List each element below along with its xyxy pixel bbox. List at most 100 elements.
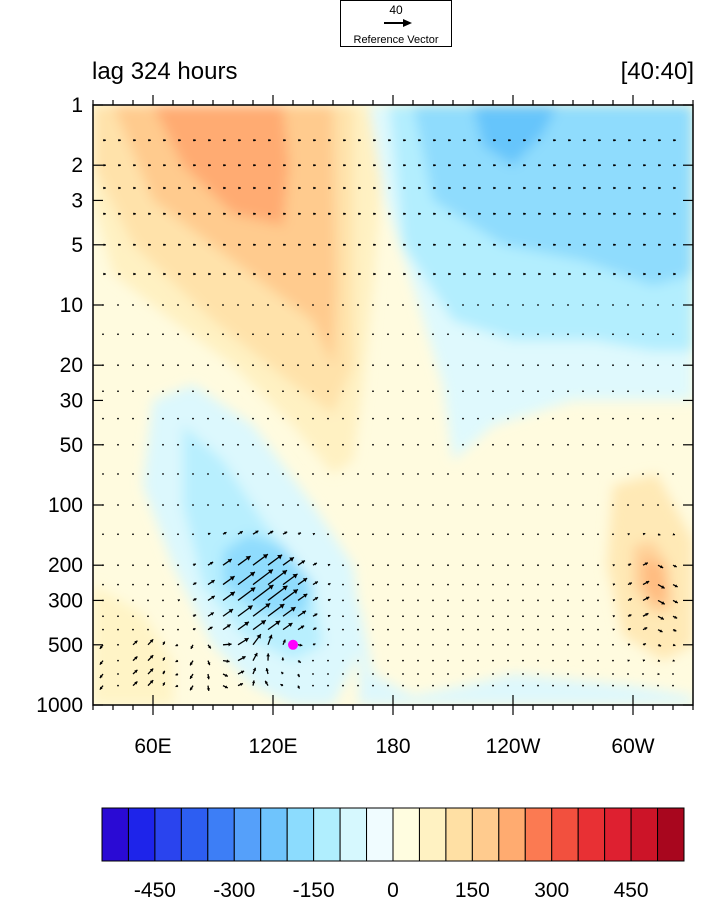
vector-arrow-710 xyxy=(222,608,234,617)
vector-arrow-591 xyxy=(192,563,197,567)
vector-arrow-421 xyxy=(567,417,569,420)
colorbar-label-0: -450 xyxy=(134,879,176,898)
vector-arrow-231 xyxy=(643,272,646,276)
vector-arrow-214 xyxy=(388,272,391,276)
vector-arrow-449 xyxy=(402,443,404,446)
vector-arrow-505 xyxy=(657,473,659,475)
x-tick-label-0: 60E xyxy=(134,735,171,758)
vector-arrow-847 xyxy=(522,659,524,662)
vector-arrow-854 xyxy=(627,659,630,662)
vector-arrow-29 xyxy=(538,138,541,142)
vector-arrow-343 xyxy=(567,364,569,367)
vector-arrow-292 xyxy=(387,333,389,336)
vector-arrow-723 xyxy=(417,615,419,618)
vector-arrow-352 xyxy=(117,390,119,393)
vector-arrow-606 xyxy=(417,564,419,567)
vector-arrow-432 xyxy=(147,443,149,446)
vector-arrow-144 xyxy=(508,212,511,216)
vector-arrow-580 xyxy=(612,533,614,536)
vector-arrow-838 xyxy=(387,659,389,662)
vector-arrow-489 xyxy=(417,473,419,475)
vector-arrow-859 xyxy=(117,673,119,675)
vector-arrow-651 xyxy=(507,583,509,586)
vector-arrow-674 xyxy=(267,585,288,601)
vector-arrow-61 xyxy=(433,163,436,167)
vector-arrow-789 xyxy=(237,637,250,646)
vector-arrow-598 xyxy=(297,559,306,566)
vector-arrow-97 xyxy=(388,186,391,190)
vector-arrow-899 xyxy=(132,681,138,687)
vector-arrow-715 xyxy=(297,610,307,617)
vector-arrow-291 xyxy=(372,333,374,336)
vector-arrow-452 xyxy=(447,443,449,446)
vector-arrow-625 xyxy=(117,583,119,586)
vector-arrow-280 xyxy=(207,333,209,336)
vector-arrow-870 xyxy=(280,671,284,675)
vector-arrow-871 xyxy=(297,673,301,678)
vector-arrow-272 xyxy=(672,304,674,306)
colorbar-swatch-18 xyxy=(577,807,606,862)
vector-arrow-372 xyxy=(417,390,419,393)
contour-region-11 xyxy=(359,600,693,705)
vector-arrow-588 xyxy=(147,564,149,567)
vector-arrow-720 xyxy=(372,615,374,618)
vector-arrow-325 xyxy=(297,364,299,367)
vector-arrow-284 xyxy=(267,333,269,336)
vector-arrow-168 xyxy=(283,243,286,247)
vector-arrow-850 xyxy=(567,659,569,662)
vector-arrow-79 xyxy=(118,186,121,190)
vector-arrow-607 xyxy=(432,564,434,567)
vector-arrow-671 xyxy=(222,591,236,601)
vector-arrow-460 xyxy=(567,443,569,446)
vector-arrow-800 xyxy=(402,643,404,646)
vector-arrow-54 xyxy=(328,163,331,167)
contour-region-14 xyxy=(643,556,667,606)
vector-arrow-454 xyxy=(477,443,479,446)
vector-arrow-647 xyxy=(447,583,449,586)
vector-arrow-669 xyxy=(192,597,197,601)
vector-arrow-30 xyxy=(553,138,556,142)
vector-arrow-803 xyxy=(447,643,449,646)
vector-arrow-110 xyxy=(583,186,586,190)
vector-arrow-802 xyxy=(432,643,434,646)
vector-arrow-233 xyxy=(673,272,676,276)
vector-arrow-67 xyxy=(523,163,526,167)
vector-arrow-594 xyxy=(237,555,252,566)
vector-arrow-763 xyxy=(432,628,434,631)
vector-arrow-80 xyxy=(133,186,136,190)
vector-arrow-697 xyxy=(612,599,616,602)
vector-arrow-374 xyxy=(447,390,449,393)
colorbar-swatch-16 xyxy=(524,807,553,862)
vector-arrow-223 xyxy=(523,272,526,276)
vector-arrow-541 xyxy=(612,504,614,506)
vector-arrow-639 xyxy=(327,582,331,586)
vector-arrow-756 xyxy=(327,628,331,631)
vector-arrow-420 xyxy=(552,417,554,420)
vector-arrow-179 xyxy=(448,243,451,247)
vector-arrow-593 xyxy=(222,558,233,566)
vector-arrow-6 xyxy=(193,138,196,142)
vector-arrow-99 xyxy=(418,186,421,190)
vector-arrow-572 xyxy=(492,533,494,536)
vector-arrow-848 xyxy=(537,659,539,662)
colorbar-swatch-17 xyxy=(551,807,579,862)
vector-arrow-389 xyxy=(672,390,674,393)
vector-arrow-886 xyxy=(522,673,524,675)
vector-arrow-438 xyxy=(237,443,239,446)
vector-arrow-119 xyxy=(133,212,136,216)
vector-arrow-889 xyxy=(567,673,569,675)
vector-arrow-726 xyxy=(462,615,464,618)
vector-arrow-237 xyxy=(147,304,149,306)
vector-arrow-60 xyxy=(418,163,421,167)
vector-arrow-757 xyxy=(342,628,344,631)
vector-arrow-401 xyxy=(267,417,269,420)
vector-arrow-471 xyxy=(147,473,149,475)
colorbar-label-2: -150 xyxy=(293,879,335,898)
contour-region-15 xyxy=(93,584,173,705)
vector-arrow-523 xyxy=(342,504,344,506)
vector-arrow-299 xyxy=(492,333,494,336)
vector-arrow-704 xyxy=(132,615,134,618)
vector-arrow-790 xyxy=(252,633,262,646)
vector-arrow-785 xyxy=(175,643,179,647)
vector-arrow-379 xyxy=(522,390,524,393)
